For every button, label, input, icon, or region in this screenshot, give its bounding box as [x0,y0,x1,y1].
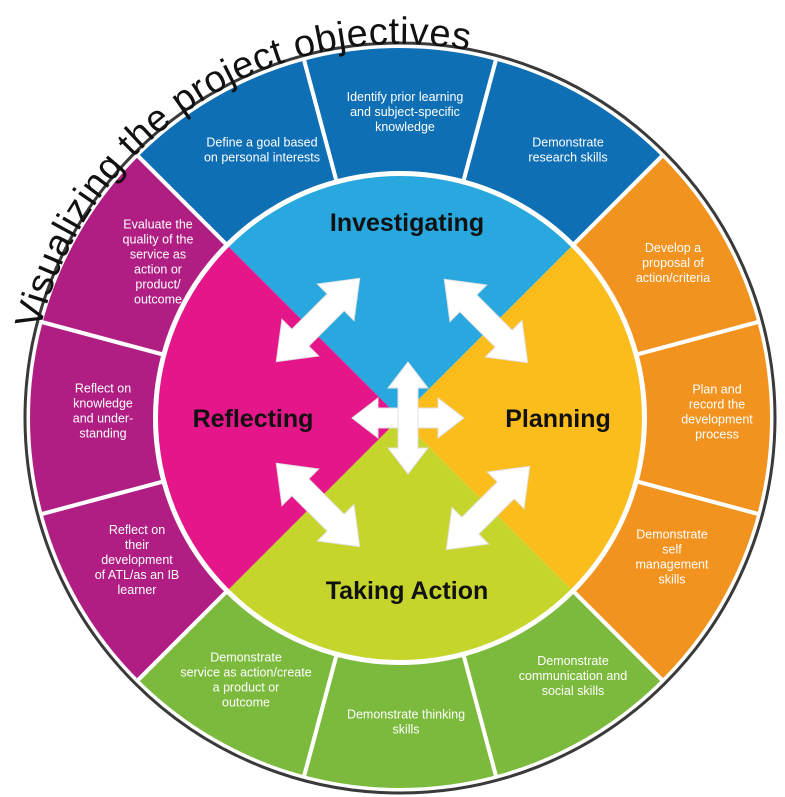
wheel-outline [23,41,777,795]
objective-line: and subject-specific [350,105,460,119]
objective-line: development [681,413,753,427]
objective-line: action/criteria [636,271,710,285]
objective-line: Demonstrate [537,654,609,668]
objective-line: quality of the [123,233,194,247]
objective-taking-action-1: Demonstrate communication and social skill… [519,654,627,698]
quadrant-planning [400,246,643,590]
objective-line: learner [118,583,157,597]
center-arrow-vertical [386,361,430,475]
objective-line: research skills [528,151,607,165]
objective-line: Demonstrate [636,528,708,542]
quadrant-title-taking-action: Taking Action [326,577,489,605]
objective-line: record the [689,398,745,412]
arrow-reflecting-investigating [275,277,361,363]
objective-investigating-1: Define a goal based on personal interests [204,136,320,165]
objective-labels: Define a goal based on personal interests… [73,90,754,737]
arrows [275,277,531,551]
arrow-taking-action-reflecting [275,462,361,548]
objective-line: Demonstrate [210,651,282,665]
objective-line: standing [79,427,126,441]
objective-line: process [695,428,739,442]
quadrant-labels: Investigating Planning Taking Action Reflec… [193,209,611,605]
objective-line: their [125,538,149,552]
objective-line: Identify prior learning [347,90,464,104]
objective-planning-1: Develop a proposal of action/criteria [636,241,710,285]
objective-line: Demonstrate [532,136,604,150]
objective-line: outcome [222,696,270,710]
objective-line: product/ [135,278,181,292]
quadrant-title-investigating: Investigating [330,209,484,237]
objective-line: skills [658,573,685,587]
arrow-planning-taking-action [445,465,531,551]
quadrant-taking-action [228,418,572,660]
objective-line: self [662,543,682,557]
quadrant-reflecting [158,246,400,590]
objective-line: Develop a [645,241,701,255]
objective-line: service as [130,248,186,262]
objective-line: Reflect on [109,523,165,537]
objective-planning-2: Plan and record the development process [681,383,753,442]
objective-line: service as action/create [180,666,311,680]
objective-line: skills [392,723,419,737]
objective-taking-action-3: Demonstrate service as action/create a pro… [180,651,311,710]
objective-line: communication and [519,669,627,683]
objective-line: action or [134,263,182,277]
objective-taking-action-2: Demonstrate thinking skills [347,708,465,737]
objective-line: development [101,553,173,567]
objective-line: knowledge [375,120,435,134]
objective-line: Define a goal based [206,136,317,150]
objective-line: Evaluate the [123,218,193,232]
objective-line: proposal of [642,256,704,270]
quadrant-title-planning: Planning [505,405,611,433]
objective-line: knowledge [73,397,133,411]
outer-ring [23,41,777,795]
objective-line: and under- [73,412,133,426]
objective-line: of ATL/as an IB [95,568,180,582]
objective-line: Demonstrate thinking [347,708,465,722]
objective-reflecting-3: Evaluate the quality of the service as acti… [123,218,194,307]
objective-planning-3: Demonstrate self management skills [636,528,709,587]
objective-line: outcome [134,293,182,307]
objective-line: a product or [213,681,280,695]
objective-investigating-3: Demonstrate research skills [528,136,607,165]
objective-investigating-2: Identify prior learning and subject-speci… [347,90,464,134]
objective-line: on personal interests [204,151,320,165]
arrow-investigating-planning [443,278,529,364]
quadrant-title-reflecting: Reflecting [193,405,314,433]
objective-line: social skills [542,684,605,698]
objective-line: Reflect on [75,382,131,396]
objective-line: management [636,558,709,572]
objective-line: Plan and [692,383,741,397]
objective-reflecting-1: Reflect on their development of ATL/as an I… [95,523,180,597]
quadrant-investigating [228,176,572,418]
objective-reflecting-2: Reflect on knowledge and under-standing [73,382,133,441]
